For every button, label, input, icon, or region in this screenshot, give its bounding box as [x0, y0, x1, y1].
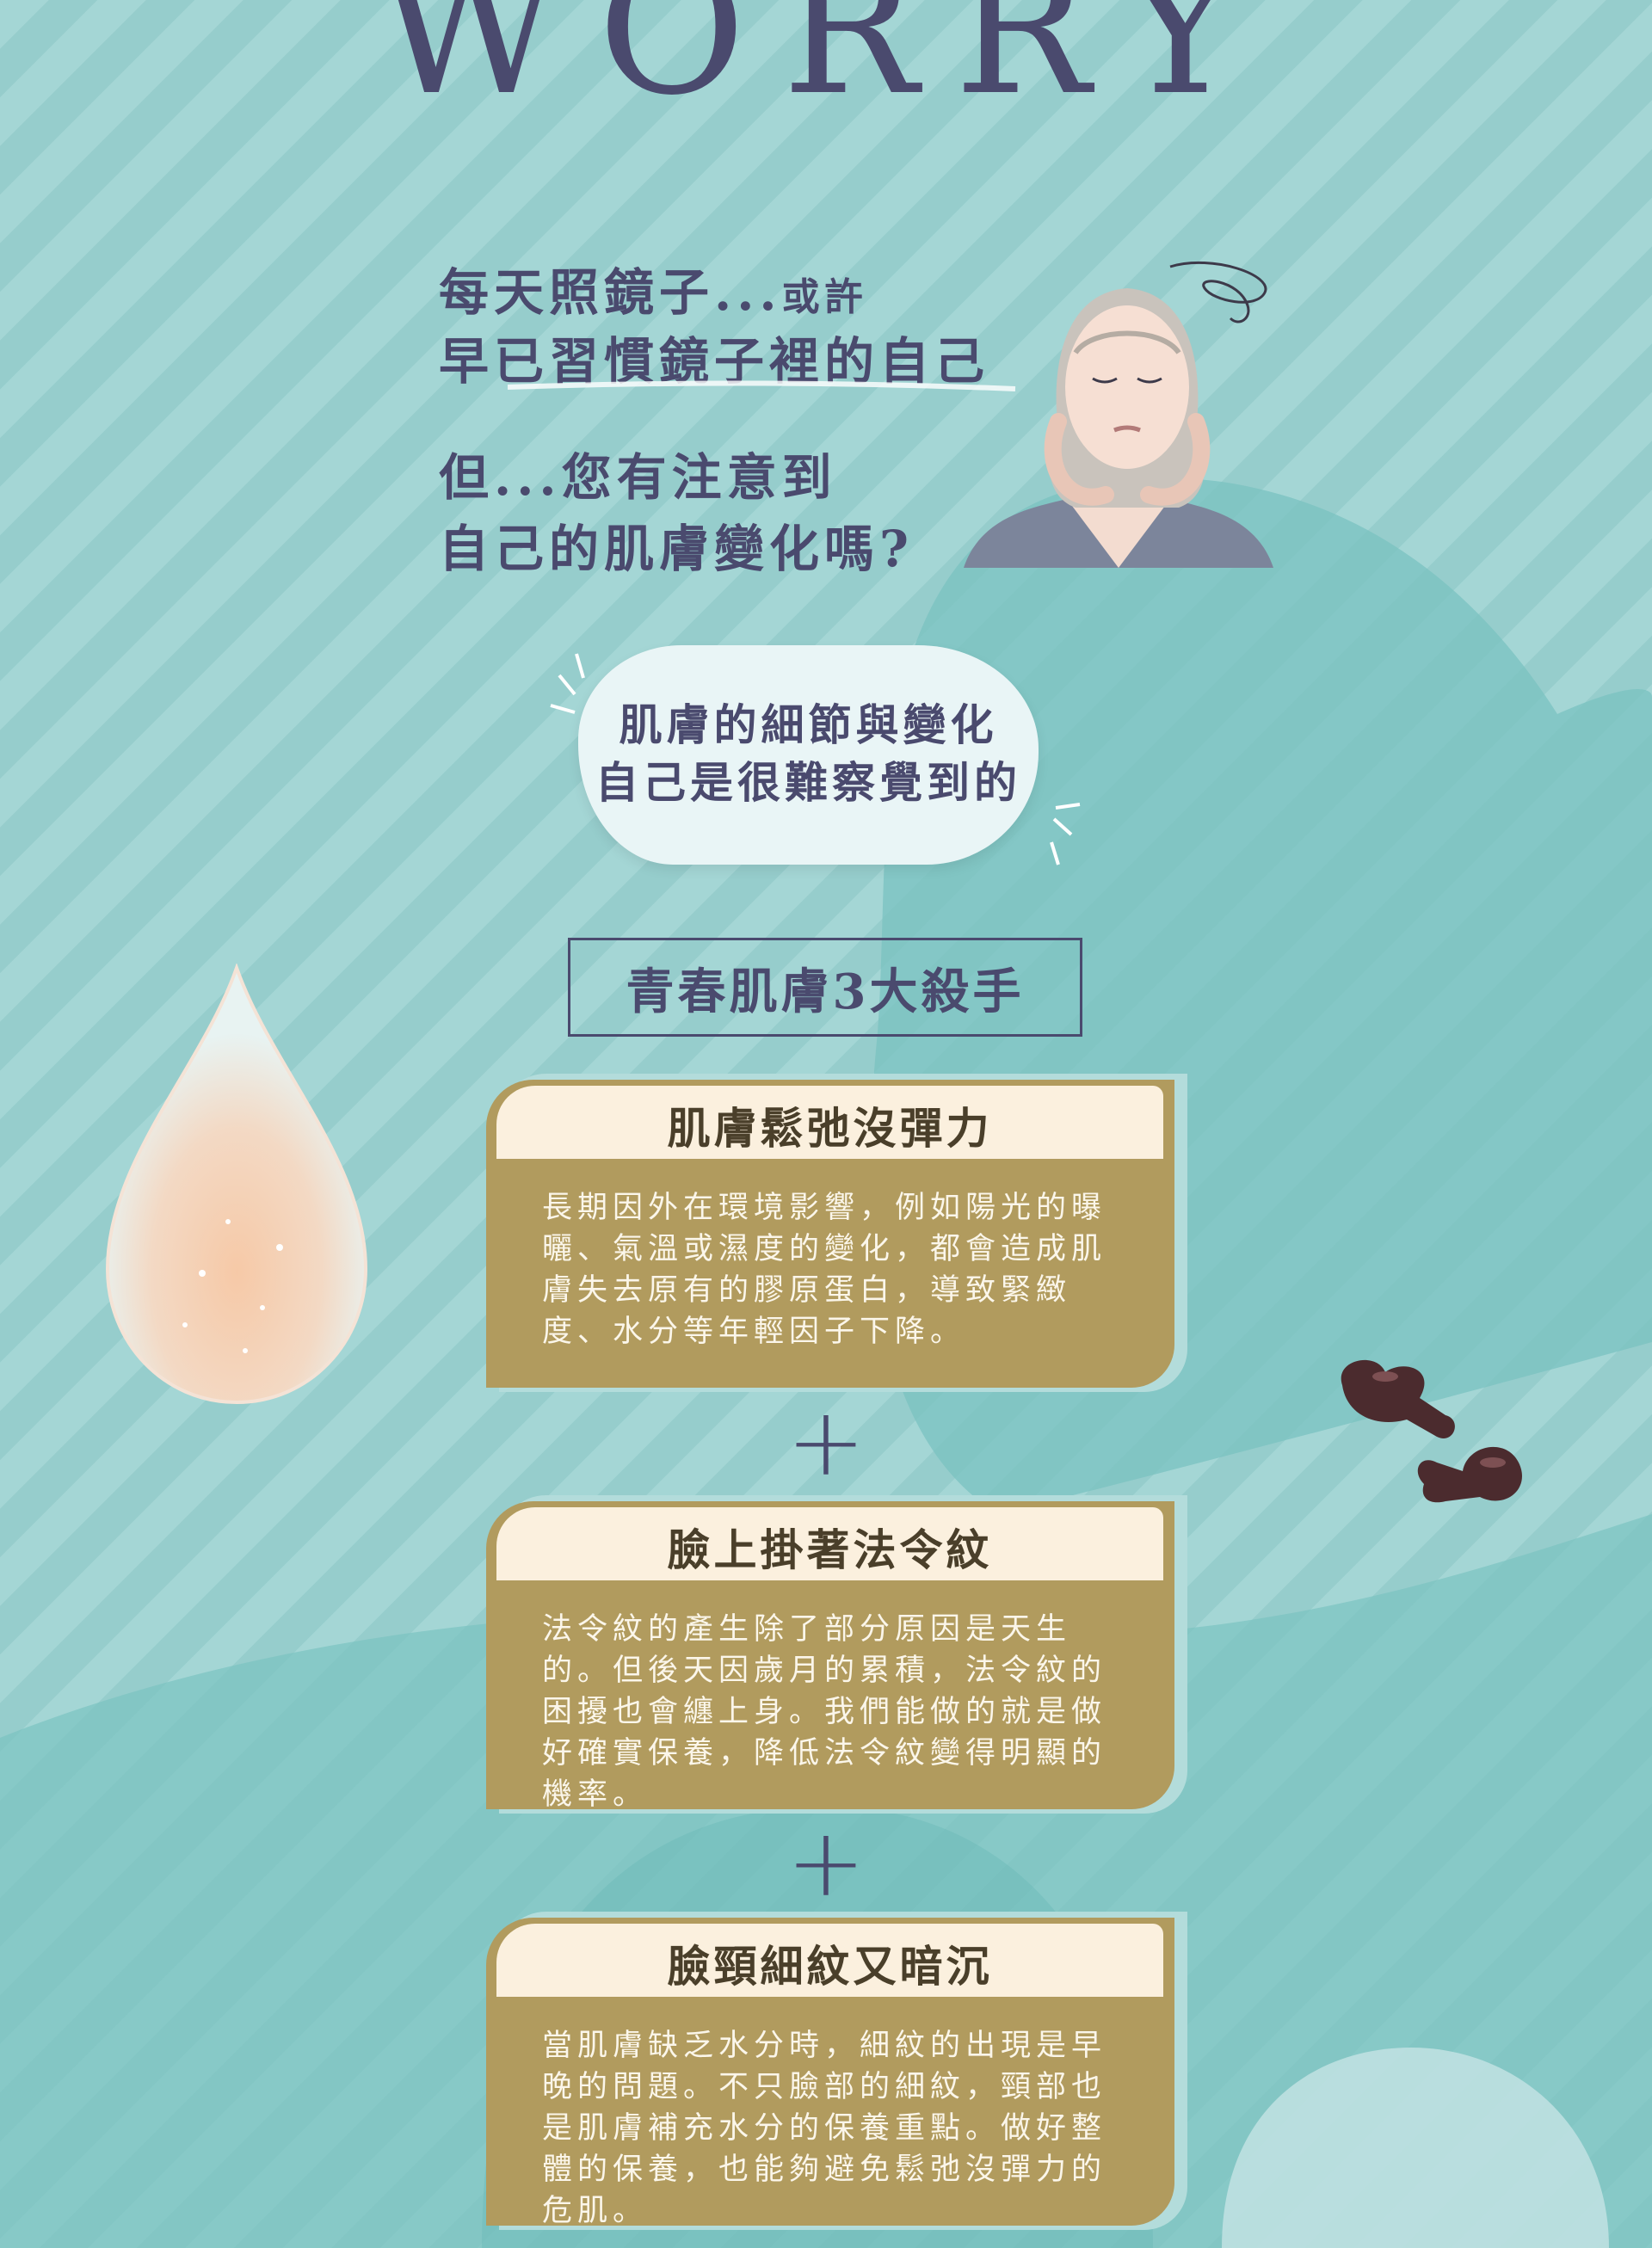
brush-underline [508, 380, 1016, 391]
card-1-body: 長期因外在環境影響，例如陽光的曝曬、氣溫或濕度的變化，都會造成肌膚失去原有的膠原… [542, 1191, 1107, 1349]
card-1-title: 肌膚鬆弛沒彈力 [667, 1103, 993, 1154]
card-2-body: 法令紋的產生除了部分原因是天生的。但後天因歲月的累積，法令紋的困擾也會纏上身。我… [542, 1612, 1107, 1812]
killers-title-frame [568, 938, 1082, 1037]
capsules-icon [1341, 1359, 1522, 1503]
bubble-line-2: 自己是很難察覺到的 [595, 757, 1021, 808]
killers-title: 青春肌膚3大殺手 [626, 964, 1025, 1020]
card-2-title: 臉上掛著法令紋 [667, 1524, 993, 1575]
card-3-title: 臉頸細紋又暗沉 [667, 1941, 993, 1992]
card-3-body: 當肌膚缺乏水分時，細紋的出現是早晚的問題。不只臉部的細紋，頸部也是肌膚補充水分的… [542, 2029, 1107, 2228]
page-title: WORRY [375, 0, 1277, 135]
speech-bubble [578, 645, 1039, 865]
card-3-header [496, 1924, 1163, 1997]
serum-drop-icon [105, 964, 368, 1405]
card-2-header [496, 1507, 1163, 1580]
plus-sign-1: + [786, 1387, 866, 1497]
intro-line-1: 每天照鏡子...或許 [439, 258, 868, 332]
worried-woman-icon [964, 261, 1273, 568]
intro-line-4: 自己的肌膚變化嗎? [439, 520, 914, 578]
intro-line-1-main: 每天照鏡子... [439, 263, 782, 322]
card-1-header [496, 1086, 1163, 1159]
plus-sign-2: + [786, 1808, 866, 1918]
bubble-line-1: 肌膚的細節與變化 [619, 699, 998, 750]
bubble-spark-lines [550, 653, 1081, 865]
intro-line-1-small: 或許 [781, 275, 868, 319]
intro-line-3: 但...您有注意到 [439, 448, 837, 507]
